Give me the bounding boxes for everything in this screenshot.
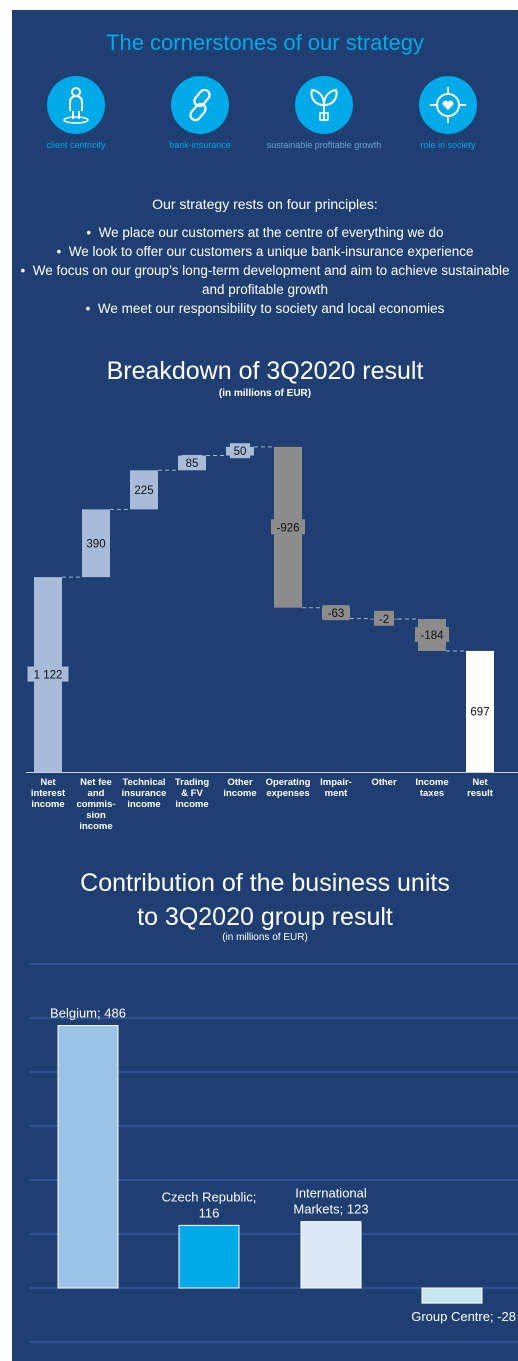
waterfall-category-label: income — [79, 821, 112, 832]
waterfall-category-label: Technical — [122, 777, 165, 788]
waterfall-category-label: Impair- — [320, 777, 352, 788]
waterfall-data-label: -63 — [328, 608, 345, 620]
data-label-bg — [322, 605, 350, 621]
waterfall-category-label: Net — [40, 777, 56, 788]
data-label-bg — [27, 666, 69, 682]
waterfall-category-label: commis- — [76, 799, 115, 810]
cornerstone-sustainable-growth: sustainable profitable growth — [264, 76, 384, 151]
waterfall-category-label: result — [467, 788, 494, 799]
icon-label: client centricity — [46, 140, 106, 150]
waterfall-category-label: Income — [415, 777, 448, 788]
principle-item: • We meet our responsibility to society … — [85, 301, 445, 316]
person-icon — [47, 76, 105, 134]
data-label-bg — [182, 454, 202, 470]
waterfall-category-label: Trading — [175, 777, 210, 788]
data-label-bg — [82, 535, 110, 551]
waterfall-category-label: Net fee — [80, 777, 112, 788]
strategy-title: The cornerstones of our strategy — [106, 30, 424, 55]
waterfall-category-label: income — [175, 799, 208, 810]
heart-target-icon — [419, 76, 477, 134]
waterfall-data-label: 225 — [134, 485, 153, 497]
waterfall-category-label: income — [31, 799, 64, 810]
principles-list: • We place our customers at the centre o… — [12, 223, 518, 318]
contribution-chart-subtitle: (in millions of EUR) — [222, 932, 308, 943]
contribution-chart-title-line-2: to 3Q2020 group result — [137, 903, 393, 931]
principle-item: • We focus on our group’s long-term deve… — [20, 263, 514, 297]
contribution-chart: Belgium; 486 Czech Republic;116 Internatio… — [30, 963, 518, 1343]
contribution-data-label: Markets; 123 — [293, 1202, 368, 1217]
cornerstone-role-in-society: role in society — [388, 76, 508, 151]
data-label-bg — [130, 481, 158, 497]
data-label-bg — [466, 703, 494, 719]
data-label-bg — [230, 443, 250, 459]
waterfall-category-label: ment — [325, 788, 349, 799]
waterfall-data-label: 85 — [186, 458, 199, 470]
principles-intro: Our strategy rests on four principles: — [152, 196, 378, 212]
contribution-data-label: Czech Republic; — [162, 1189, 257, 1204]
principle-item: • We look to offer our customers a uniqu… — [56, 244, 474, 259]
waterfall-category-label: insurance — [122, 788, 167, 799]
waterfall-chart-subtitle: (in millions of EUR) — [218, 388, 312, 399]
waterfall-category-label: Other — [371, 777, 397, 788]
waterfall-category-label: expenses — [266, 788, 309, 799]
contribution-data-label: Belgium; 486 — [50, 1006, 126, 1021]
data-label-bg — [415, 626, 449, 642]
waterfall-category-label: Operating — [266, 777, 311, 788]
plant-icon — [295, 76, 353, 134]
waterfall-category-label: Other — [227, 777, 253, 788]
contribution-data-label: International — [295, 1186, 367, 1201]
contribution-data-label: Group Centre; -28 — [411, 1309, 516, 1324]
contribution-bar — [421, 1287, 483, 1304]
waterfall-data-label: -184 — [420, 630, 444, 642]
infographic-panel: The cornerstones of our strategy client … — [12, 10, 518, 1361]
waterfall-data-label: 390 — [86, 538, 105, 550]
waterfall-category-label: income — [223, 788, 256, 799]
waterfall-category-label: & FV — [181, 788, 203, 799]
waterfall-category-label: sion — [86, 810, 106, 821]
data-label-bg — [374, 610, 394, 626]
icon-label: role in society — [420, 140, 476, 150]
icon-label: sustainable profitable growth — [266, 140, 382, 150]
icon-label: bank-insurance — [169, 140, 231, 150]
cornerstone-bank-insurance: bank-insurance — [140, 76, 260, 151]
waterfall-data-label: 697 — [470, 706, 489, 718]
data-label-bg — [271, 519, 305, 535]
waterfall-category-label: interest — [31, 788, 66, 799]
waterfall-chart-title: Breakdown of 3Q2020 result — [106, 357, 424, 385]
link-icon — [171, 76, 229, 134]
waterfall-data-label: -926 — [276, 522, 299, 534]
contribution-chart-title-line-1: Contribution of the business units — [80, 869, 450, 897]
waterfall-category-label: Net — [472, 777, 488, 788]
waterfall-category-label: income — [127, 799, 160, 810]
contribution-bar — [57, 1025, 119, 1289]
principle-item: • We place our customers at the centre o… — [86, 225, 444, 240]
waterfall-category-label: and — [88, 788, 105, 799]
waterfall-category-label: taxes — [420, 788, 444, 799]
waterfall-data-label: 50 — [234, 446, 247, 458]
contribution-bar — [178, 1224, 240, 1289]
contribution-data-label: 116 — [199, 1205, 220, 1220]
waterfall-data-label: 1 122 — [34, 670, 63, 682]
contribution-bar — [300, 1221, 362, 1289]
cornerstone-client-centricity: client centricity — [16, 76, 136, 151]
waterfall-data-label: -2 — [379, 614, 389, 626]
